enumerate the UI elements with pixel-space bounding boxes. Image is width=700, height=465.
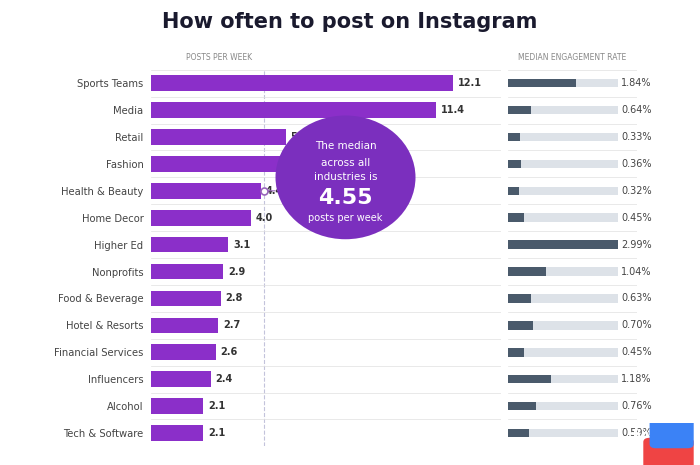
Bar bbox=[508, 240, 618, 249]
Text: How often to post on Instagram: How often to post on Instagram bbox=[162, 12, 538, 32]
Text: industries is: industries is bbox=[314, 173, 377, 182]
Text: 4.55: 4.55 bbox=[318, 187, 372, 207]
Text: IQ: IQ bbox=[640, 446, 654, 456]
Text: 0.63%: 0.63% bbox=[622, 293, 652, 304]
Text: 0.45%: 0.45% bbox=[622, 347, 652, 357]
Bar bbox=[508, 79, 576, 87]
Text: MEDIAN ENGAGEMENT RATE: MEDIAN ENGAGEMENT RATE bbox=[519, 53, 626, 61]
Bar bbox=[150, 264, 223, 279]
Bar bbox=[508, 159, 521, 168]
Bar bbox=[150, 237, 228, 252]
Bar bbox=[508, 429, 618, 437]
Bar bbox=[150, 345, 216, 360]
Text: 2.6: 2.6 bbox=[220, 347, 238, 357]
Bar bbox=[508, 186, 519, 195]
Bar bbox=[508, 133, 618, 141]
Bar bbox=[508, 348, 524, 357]
Text: 2.8: 2.8 bbox=[225, 293, 243, 304]
Bar bbox=[150, 372, 211, 387]
Text: 12.1: 12.1 bbox=[458, 78, 482, 88]
Text: 1.18%: 1.18% bbox=[622, 374, 652, 384]
Bar bbox=[150, 318, 218, 333]
FancyBboxPatch shape bbox=[650, 419, 694, 448]
Text: The median: The median bbox=[315, 141, 377, 152]
Bar bbox=[508, 106, 618, 114]
Text: 1.04%: 1.04% bbox=[622, 266, 652, 277]
Bar bbox=[508, 213, 618, 222]
Ellipse shape bbox=[276, 115, 416, 239]
Text: 2.9: 2.9 bbox=[228, 266, 245, 277]
Bar bbox=[508, 240, 618, 249]
Text: 0.32%: 0.32% bbox=[622, 186, 652, 196]
Text: 1.84%: 1.84% bbox=[622, 78, 652, 88]
Bar bbox=[150, 75, 453, 91]
Text: 0.76%: 0.76% bbox=[622, 401, 652, 411]
FancyBboxPatch shape bbox=[643, 438, 694, 465]
Bar bbox=[150, 156, 281, 172]
Bar bbox=[150, 129, 286, 145]
Text: 0.36%: 0.36% bbox=[622, 159, 652, 169]
Bar bbox=[508, 106, 531, 114]
Text: 11.4: 11.4 bbox=[440, 105, 465, 115]
Text: 5.2: 5.2 bbox=[286, 159, 302, 169]
Bar bbox=[508, 159, 618, 168]
Text: 5.4: 5.4 bbox=[290, 132, 308, 142]
Text: POSTS PER WEEK: POSTS PER WEEK bbox=[186, 53, 251, 61]
Text: 2.4: 2.4 bbox=[216, 374, 232, 384]
Bar bbox=[150, 398, 203, 414]
Text: 4.0: 4.0 bbox=[256, 213, 273, 223]
Bar bbox=[508, 348, 618, 357]
Bar bbox=[508, 375, 618, 384]
Text: 3.1: 3.1 bbox=[233, 239, 251, 250]
Bar bbox=[508, 429, 529, 437]
Bar bbox=[508, 267, 546, 276]
Bar bbox=[150, 210, 251, 226]
Bar bbox=[508, 321, 618, 330]
Text: 2.7: 2.7 bbox=[223, 320, 240, 330]
Text: 0.45%: 0.45% bbox=[622, 213, 652, 223]
Bar bbox=[508, 186, 618, 195]
Bar bbox=[508, 267, 618, 276]
Text: 0.33%: 0.33% bbox=[622, 132, 652, 142]
Text: 0.59%: 0.59% bbox=[622, 428, 652, 438]
Text: 0.70%: 0.70% bbox=[622, 320, 652, 330]
Text: 0.64%: 0.64% bbox=[622, 105, 652, 115]
Bar bbox=[508, 79, 618, 87]
Text: across all: across all bbox=[321, 158, 370, 167]
Bar bbox=[508, 375, 552, 384]
Bar bbox=[508, 402, 536, 410]
Text: 2.99%: 2.99% bbox=[622, 239, 652, 250]
Bar bbox=[508, 294, 618, 303]
Bar bbox=[508, 402, 618, 410]
Bar bbox=[508, 294, 531, 303]
Bar bbox=[150, 102, 435, 118]
Bar bbox=[150, 291, 220, 306]
Text: Rival: Rival bbox=[633, 429, 662, 439]
Text: posts per week: posts per week bbox=[308, 213, 383, 223]
Bar bbox=[150, 183, 260, 199]
Bar bbox=[508, 213, 524, 222]
Text: 2.1: 2.1 bbox=[208, 428, 225, 438]
Text: 2.1: 2.1 bbox=[208, 401, 225, 411]
Text: 4.4: 4.4 bbox=[265, 186, 283, 196]
Bar bbox=[150, 425, 203, 441]
Bar bbox=[508, 133, 519, 141]
Bar bbox=[508, 321, 533, 330]
